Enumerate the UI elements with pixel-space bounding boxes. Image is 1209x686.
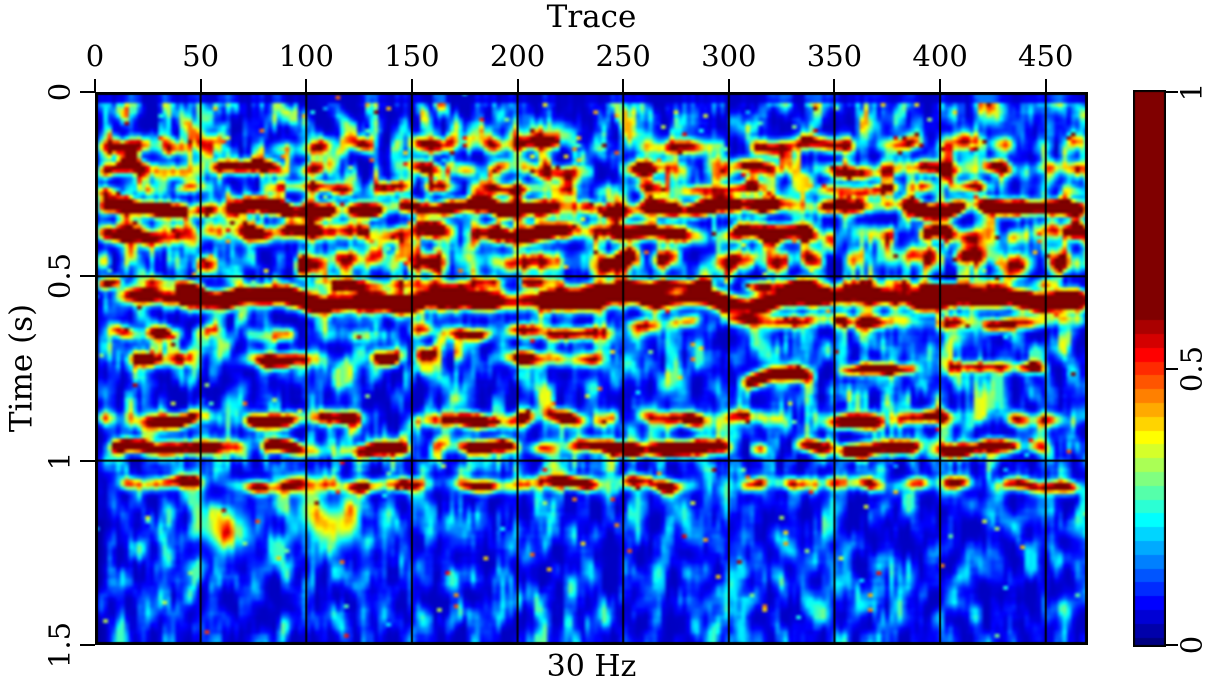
colorbar-tick	[1166, 367, 1178, 370]
x-axis-tick	[410, 79, 413, 92]
x-axis-tick	[833, 79, 836, 92]
x-tick-label: 300	[701, 39, 757, 73]
x-axis-tick	[305, 79, 308, 92]
heatmap-canvas	[95, 92, 1088, 645]
y-tick-label: 1	[42, 451, 77, 470]
y-axis-tick	[80, 459, 95, 462]
y-axis-title: Time (s)	[3, 303, 40, 433]
y-axis-tick	[80, 644, 95, 646]
y-axis-tick	[80, 275, 95, 278]
x-axis-tick	[94, 79, 96, 92]
y-tick-label: 0	[42, 82, 77, 102]
x-axis-tick	[1044, 79, 1047, 92]
colorbar-tick-label: 0	[1174, 635, 1209, 655]
x-axis-title: Trace	[546, 0, 637, 35]
frequency-caption: 30 Hz	[546, 649, 637, 684]
x-tick-label: 150	[384, 39, 440, 73]
x-tick-label: 350	[806, 39, 863, 73]
x-tick-label: 450	[1018, 39, 1074, 73]
colorbar-tick	[1166, 91, 1178, 93]
x-axis-tick	[727, 79, 730, 92]
x-axis-tick	[199, 79, 202, 92]
x-axis-tick	[939, 79, 942, 92]
x-tick-label: 400	[912, 39, 968, 73]
y-axis-tick	[80, 91, 95, 93]
colorbar-tick-label: 0.5	[1174, 345, 1209, 392]
y-tick-label: 0.5	[42, 253, 77, 300]
x-tick-label: 100	[278, 39, 334, 73]
colorbar-tick	[1166, 644, 1178, 646]
x-tick-label: 0	[85, 39, 105, 73]
x-axis-tick	[622, 79, 625, 92]
x-axis-tick	[516, 79, 519, 92]
colorbar-tick-label: 1	[1174, 82, 1209, 102]
x-tick-label: 50	[182, 39, 220, 73]
y-tick-label: 1.5	[42, 621, 77, 669]
colorbar-canvas	[1133, 90, 1166, 647]
x-tick-label: 250	[595, 39, 651, 73]
x-tick-label: 200	[489, 39, 546, 73]
